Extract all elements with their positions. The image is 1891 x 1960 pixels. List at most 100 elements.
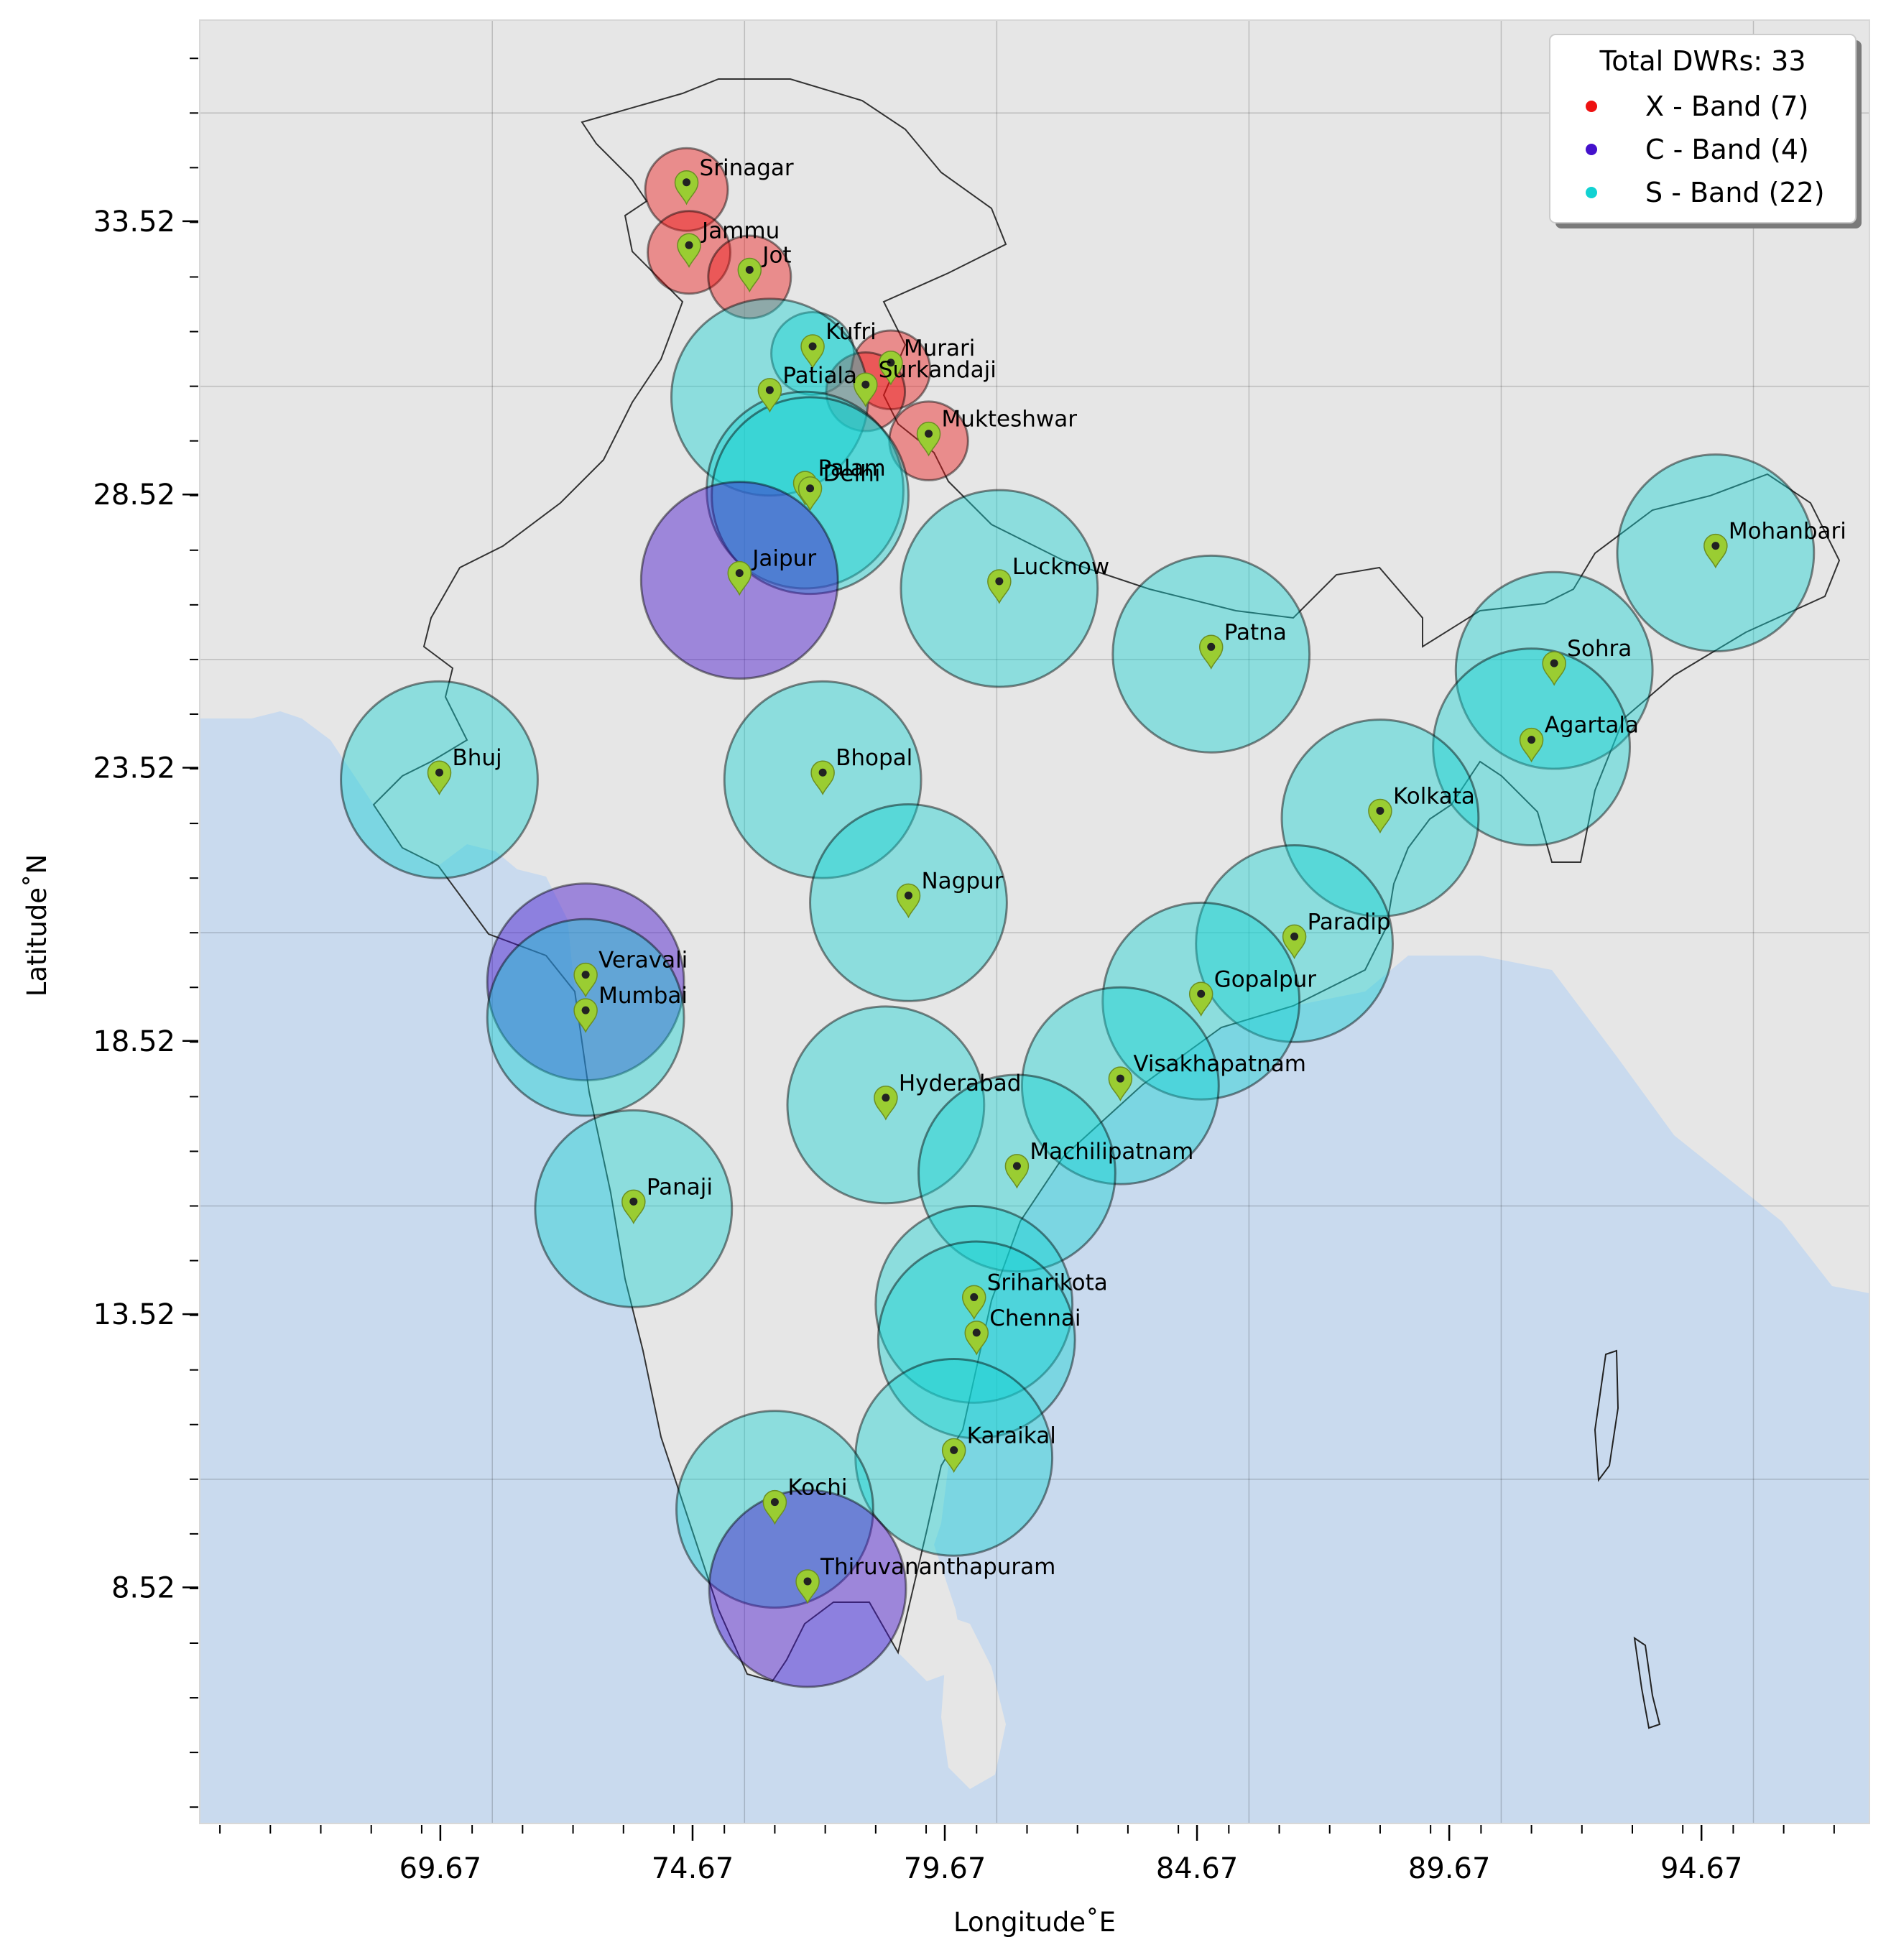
station-visakhapatnam[interactable]: Visakhapatnam xyxy=(1108,1051,1306,1101)
station-panaji[interactable]: Panaji xyxy=(621,1174,713,1224)
map-pin-dot xyxy=(970,1293,979,1301)
station-thiruvananthapuram[interactable]: Thiruvananthapuram xyxy=(795,1554,1055,1604)
station-karaikal[interactable]: Karaikal xyxy=(941,1423,1056,1474)
map-pin-icon xyxy=(1703,533,1728,569)
map-pin-dot xyxy=(803,1577,812,1586)
map-pin-dot xyxy=(1376,806,1384,815)
station-label: Kufri xyxy=(826,319,877,345)
legend-label-s-band: S - Band (22) xyxy=(1645,177,1825,208)
station-delhi[interactable]: Delhi xyxy=(797,461,881,512)
legend-marker-c-band xyxy=(1586,144,1597,155)
y-tick-label: 33.52 xyxy=(93,205,175,239)
station-label: Veravali xyxy=(598,948,688,974)
map-pin-dot xyxy=(765,386,774,394)
station-sohra[interactable]: Sohra xyxy=(1542,636,1632,686)
station-chennai[interactable]: Chennai xyxy=(964,1305,1081,1356)
station-label: Panaji xyxy=(647,1174,713,1200)
x-tick-label: 79.67 xyxy=(904,1852,986,1885)
legend-title: Total DWRs: 33 xyxy=(1599,45,1806,77)
map-pin-dot xyxy=(808,342,817,351)
station-srinagar[interactable]: Srinagar xyxy=(674,155,794,205)
station-gopalpur[interactable]: Gopalpur xyxy=(1188,966,1317,1017)
map-pin-dot xyxy=(904,891,912,900)
station-label: Jot xyxy=(761,242,791,268)
map-pin-icon xyxy=(800,334,825,369)
station-jot[interactable]: Jot xyxy=(737,242,792,293)
station-sriharikota[interactable]: Sriharikota xyxy=(961,1270,1108,1321)
map-pin-icon xyxy=(727,560,752,596)
legend-label-c-band: C - Band (4) xyxy=(1645,134,1809,165)
station-patna[interactable]: Patna xyxy=(1198,619,1287,670)
station-label: Bhopal xyxy=(836,745,912,771)
station-label: Mukteshwar xyxy=(942,407,1078,433)
station-bhuj[interactable]: Bhuj xyxy=(427,745,502,795)
station-veravali[interactable]: Veravali xyxy=(573,948,688,998)
map-pin-icon xyxy=(874,1086,898,1121)
station-label: Patiala xyxy=(782,363,857,389)
map-pin-dot xyxy=(735,569,744,578)
station-agartala[interactable]: Agartala xyxy=(1519,713,1639,763)
map-pin-icon xyxy=(854,372,878,407)
station-nagpur[interactable]: Nagpur xyxy=(896,868,1004,919)
station-murari[interactable]: Murari xyxy=(879,336,976,386)
map-pin-icon xyxy=(941,1438,966,1474)
map-pin-icon xyxy=(737,257,762,293)
y-axis-title: Latitude˚N xyxy=(22,854,52,997)
map-pin-icon xyxy=(964,1321,989,1356)
station-kolkata[interactable]: Kolkata xyxy=(1368,783,1475,834)
legend-marker-x-band xyxy=(1586,101,1597,112)
station-label: Chennai xyxy=(989,1305,1081,1331)
map-pin-icon xyxy=(795,1569,820,1604)
station-label: Paradip xyxy=(1308,909,1391,935)
map-pin-dot xyxy=(1197,989,1206,998)
station-mumbai[interactable]: Mumbai xyxy=(573,983,688,1033)
x-axis-title: Longitude˚E xyxy=(953,1907,1116,1938)
station-label: Patna xyxy=(1224,619,1287,645)
map-pin-icon xyxy=(1542,651,1566,686)
station-label: Murari xyxy=(904,336,976,361)
station-bhopal[interactable]: Bhopal xyxy=(810,745,912,795)
x-tick-label: 84.67 xyxy=(1156,1852,1239,1885)
station-lucknow[interactable]: Lucknow xyxy=(987,554,1109,604)
map-pin-icon xyxy=(797,476,823,512)
station-label: Thiruvananthapuram xyxy=(820,1554,1055,1580)
map-pin-icon xyxy=(1519,727,1544,763)
legend-marker-s-band xyxy=(1586,187,1597,198)
map-pin-dot xyxy=(581,1006,590,1014)
station-patiala[interactable]: Patiala xyxy=(757,363,857,413)
station-hyderabad[interactable]: Hyderabad xyxy=(874,1071,1022,1121)
map-pin-dot xyxy=(806,484,815,493)
map-pin-dot xyxy=(435,768,444,777)
map-pin-icon xyxy=(762,1489,787,1525)
station-paradip[interactable]: Paradip xyxy=(1282,909,1391,960)
station-label: Surkandaji xyxy=(879,357,997,383)
map-pin-dot xyxy=(1550,659,1558,667)
map-pin-icon xyxy=(1282,924,1307,960)
station-jaipur[interactable]: Jaipur xyxy=(727,546,816,596)
map-pin-icon xyxy=(896,883,921,919)
station-label: Jaipur xyxy=(751,546,816,572)
map-pin-dot xyxy=(1711,542,1720,550)
map-pin-dot xyxy=(1527,736,1536,744)
y-tick-label: 18.52 xyxy=(93,1025,175,1058)
station-kufri[interactable]: Kufri xyxy=(800,319,877,369)
map-pin-dot xyxy=(818,768,827,777)
x-tick-label: 89.67 xyxy=(1408,1852,1491,1885)
map-pin-dot xyxy=(581,971,590,979)
axis-ticks: 69.67 74.67 79.67 84.67 89.67 94.67 8.52 13.52 1… xyxy=(93,57,1835,1885)
map-pin-dot xyxy=(861,380,870,389)
map-pin-dot xyxy=(745,265,754,274)
map-pin-icon xyxy=(916,421,941,457)
station-surkandaji[interactable]: Surkandaji xyxy=(854,357,997,407)
station-jammu[interactable]: Jammu xyxy=(677,218,780,268)
station-label: Sohra xyxy=(1567,636,1632,662)
station-label: Delhi xyxy=(823,461,881,487)
station-machilipatnam[interactable]: Machilipatnam xyxy=(1004,1139,1193,1189)
station-mukteshwar[interactable]: Mukteshwar xyxy=(916,407,1078,457)
map-pin-icon xyxy=(427,760,452,795)
nicobar-islands xyxy=(1633,1636,1661,1729)
station-mohanbari[interactable]: Mohanbari xyxy=(1703,519,1846,569)
station-kochi[interactable]: Kochi xyxy=(762,1475,847,1525)
map-pin-icon xyxy=(1004,1154,1030,1189)
